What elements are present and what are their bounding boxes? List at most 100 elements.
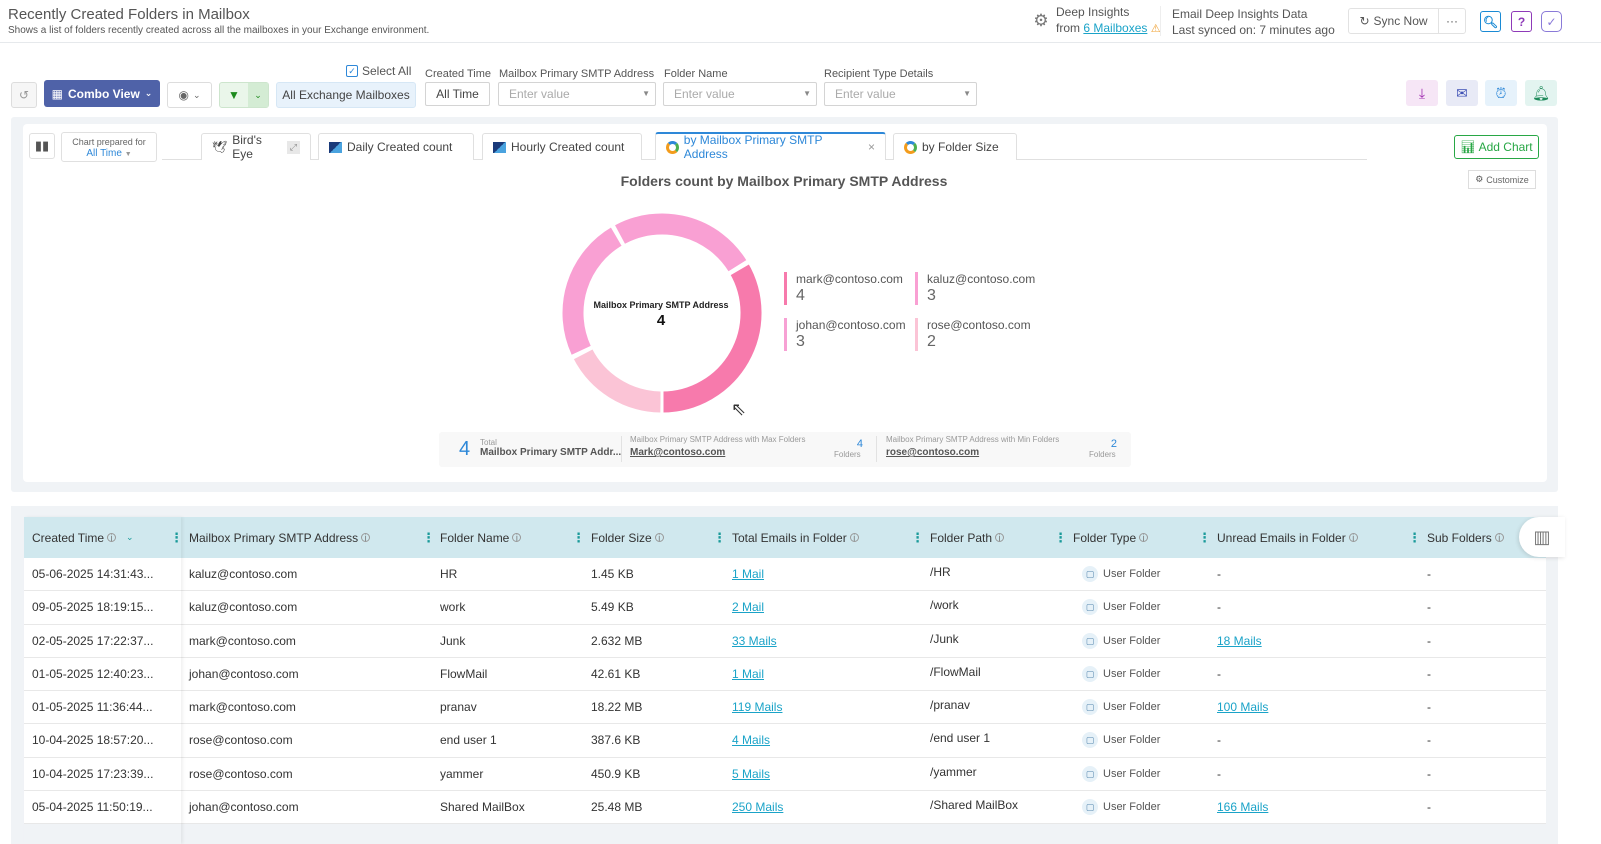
- table-row[interactable]: 01-05-2025 11:36:44... mark@contoso.com …: [24, 691, 1546, 725]
- tab-by-mailbox-smtp[interactable]: by Mailbox Primary SMTP Address ×: [655, 132, 886, 161]
- donut-slice-mark[interactable]: [661, 262, 762, 413]
- info-icon: i: [512, 533, 522, 543]
- cell-folder-name: yammer: [440, 766, 484, 781]
- info-icon: i: [654, 533, 664, 543]
- column-menu-icon[interactable]: ⋮: [422, 530, 435, 545]
- column-header-sub-folders[interactable]: Sub Folders i: [1427, 517, 1504, 558]
- total-emails-link[interactable]: 33 Mails: [732, 633, 777, 648]
- table-row[interactable]: 05-04-2025 11:50:19... johan@contoso.com…: [24, 791, 1546, 825]
- donut-slice-rose[interactable]: [573, 347, 662, 413]
- chart-prepared-for[interactable]: Chart prepared for All Time ▼: [61, 132, 157, 162]
- table-row[interactable]: 09-05-2025 18:19:15... kaluz@contoso.com…: [24, 591, 1546, 625]
- unread-emails-link[interactable]: 166 Mails: [1217, 800, 1269, 815]
- smtp-filter-input[interactable]: Enter value ▼: [498, 82, 656, 106]
- customize-button[interactable]: ⚙ Customize: [1468, 170, 1536, 189]
- donut-slice-johan[interactable]: [562, 226, 624, 355]
- table-row[interactable]: 05-06-2025 14:31:43... kaluz@contoso.com…: [24, 558, 1546, 592]
- legend-value: 4: [796, 287, 805, 304]
- column-header-unread-emails[interactable]: Unread Emails in Folder i: [1217, 517, 1358, 558]
- bird-icon: 🕊︎: [212, 140, 228, 154]
- column-settings-icon[interactable]: ▥: [1519, 517, 1565, 557]
- chat-icon[interactable]: ✉: [1446, 80, 1478, 106]
- legend-item-rose[interactable]: rose@contoso.com 2: [915, 318, 1031, 351]
- legend-item-mark[interactable]: mark@contoso.com 4: [784, 272, 903, 305]
- column-menu-icon[interactable]: ⋮: [911, 530, 924, 545]
- recipient-type-filter-input[interactable]: Enter value ▼: [824, 82, 977, 106]
- max-address-link[interactable]: Mark@contoso.com: [630, 447, 726, 458]
- column-menu-icon[interactable]: ⋮: [713, 530, 726, 545]
- cell-folder-size: 1.45 KB: [591, 567, 634, 581]
- header-label: Mailbox Primary SMTP Address: [189, 530, 359, 545]
- donut-slice-kaluz[interactable]: [615, 213, 747, 272]
- folder-name-placeholder: Enter value: [674, 87, 735, 101]
- last-synced: Last synced on: 7 minutes ago: [1172, 23, 1335, 37]
- total-emails-link[interactable]: 1 Mail: [732, 666, 765, 681]
- column-header-folder-size[interactable]: Folder Size i: [591, 517, 664, 558]
- sort-desc-icon[interactable]: ⌄: [126, 532, 134, 542]
- scope-selector[interactable]: All Exchange Mailboxes: [276, 82, 416, 108]
- total-emails-link[interactable]: 1 Mail: [732, 567, 765, 581]
- help-icon[interactable]: ?: [1511, 11, 1532, 32]
- donut-chart-icon: [904, 140, 917, 154]
- column-menu-icon[interactable]: ⋮: [572, 530, 585, 545]
- total-emails-link[interactable]: 5 Mails: [732, 766, 771, 781]
- legend-label: johan@contoso.com: [796, 318, 906, 332]
- legend-item-kaluz[interactable]: kaluz@contoso.com 3: [915, 272, 1035, 305]
- column-menu-icon[interactable]: ⋮: [1198, 530, 1211, 545]
- tab-by-folder-size[interactable]: by Folder Size: [893, 133, 1017, 160]
- sync-now-button[interactable]: ↻ Sync Now: [1349, 9, 1439, 33]
- cell-folder-size: 18.22 MB: [591, 700, 643, 715]
- total-emails-link[interactable]: 2 Mail: [732, 600, 765, 615]
- cell-sub-folders: -: [1427, 600, 1431, 615]
- total-emails-link[interactable]: 119 Mails: [732, 700, 783, 715]
- close-tab-icon[interactable]: ×: [867, 140, 875, 154]
- add-chart-button[interactable]: 📊︎ Add Chart: [1454, 135, 1539, 159]
- bell-icon[interactable]: 🔔︎: [1525, 80, 1557, 106]
- min-address-link[interactable]: rose@contoso.com: [886, 447, 980, 458]
- tab-hourly-created-count[interactable]: Hourly Created count: [482, 133, 642, 160]
- column-header-folder-type[interactable]: Folder Type i: [1073, 517, 1149, 558]
- total-emails-link[interactable]: 250 Mails: [732, 800, 784, 815]
- view-toggle-button[interactable]: ◉ ⌄: [167, 82, 212, 108]
- select-all-checkbox[interactable]: ✓ Select All: [346, 64, 411, 78]
- expand-icon: ⤢: [286, 140, 300, 154]
- tab-daily-created-count[interactable]: Daily Created count: [318, 133, 474, 160]
- table-row[interactable]: 10-04-2025 17:23:39... rose@contoso.com …: [24, 758, 1546, 792]
- donut-chart-icon: [666, 140, 679, 154]
- column-header-folder-name[interactable]: Folder Name i: [440, 517, 522, 558]
- cell-folder-path: /Shared MailBox: [930, 798, 1019, 813]
- column-menu-icon[interactable]: ⋮: [170, 530, 183, 545]
- column-menu-icon[interactable]: ⋮: [1054, 530, 1067, 545]
- alarm-icon[interactable]: ⏰︎: [1485, 80, 1517, 106]
- user-folder-icon: ▢: [1082, 632, 1098, 649]
- mailboxes-link[interactable]: 6 Mailboxes: [1083, 21, 1148, 35]
- check-circle-icon[interactable]: ✓: [1541, 11, 1562, 32]
- cell-folder-type: ▢ User Folder: [1082, 732, 1160, 749]
- unread-emails-link[interactable]: 100 Mails: [1217, 700, 1269, 715]
- column-header-folder-path[interactable]: Folder Path i: [930, 517, 1005, 558]
- filter-button[interactable]: ▼ ⌄: [219, 82, 269, 108]
- created-time-select[interactable]: All Time: [425, 82, 490, 106]
- column-header-created-time[interactable]: Created Time i ⌄: [32, 517, 134, 558]
- column-menu-icon[interactable]: ⋮: [1408, 530, 1421, 545]
- legend-item-johan[interactable]: johan@contoso.com 3: [784, 318, 906, 351]
- more-options-button[interactable]: ···: [1446, 14, 1458, 28]
- search-icon[interactable]: 🔍︎: [1480, 11, 1501, 32]
- bar-chart-icon[interactable]: ▮▮: [29, 133, 55, 159]
- table-row[interactable]: 02-05-2025 17:22:37... mark@contoso.com …: [24, 625, 1546, 658]
- table-row[interactable]: 10-04-2025 18:57:20... rose@contoso.com …: [24, 724, 1546, 758]
- total-emails-link[interactable]: 4 Mails: [732, 733, 771, 748]
- mouse-cursor: ⇖: [731, 399, 747, 419]
- folder-type-label: User Folder: [1103, 701, 1161, 714]
- column-header-total-emails[interactable]: Total Emails in Folder i: [732, 517, 859, 558]
- folder-name-filter-input[interactable]: Enter value ▼: [663, 82, 817, 106]
- table-row[interactable]: 01-05-2025 12:40:23... johan@contoso.com…: [24, 658, 1546, 692]
- warning-icon: ⚠: [1150, 23, 1161, 35]
- tab-birds-eye[interactable]: 🕊︎ Bird's Eye ⤢: [201, 133, 311, 161]
- unread-emails-link[interactable]: 18 Mails: [1217, 633, 1262, 648]
- cell-folder-type: ▢ User Folder: [1082, 765, 1160, 782]
- reset-button[interactable]: ↺: [11, 82, 37, 108]
- download-icon[interactable]: ⤓: [1406, 80, 1438, 106]
- combo-view-button[interactable]: ▦ Combo View ⌄: [44, 80, 160, 107]
- column-header-smtp[interactable]: Mailbox Primary SMTP Address i: [189, 517, 371, 558]
